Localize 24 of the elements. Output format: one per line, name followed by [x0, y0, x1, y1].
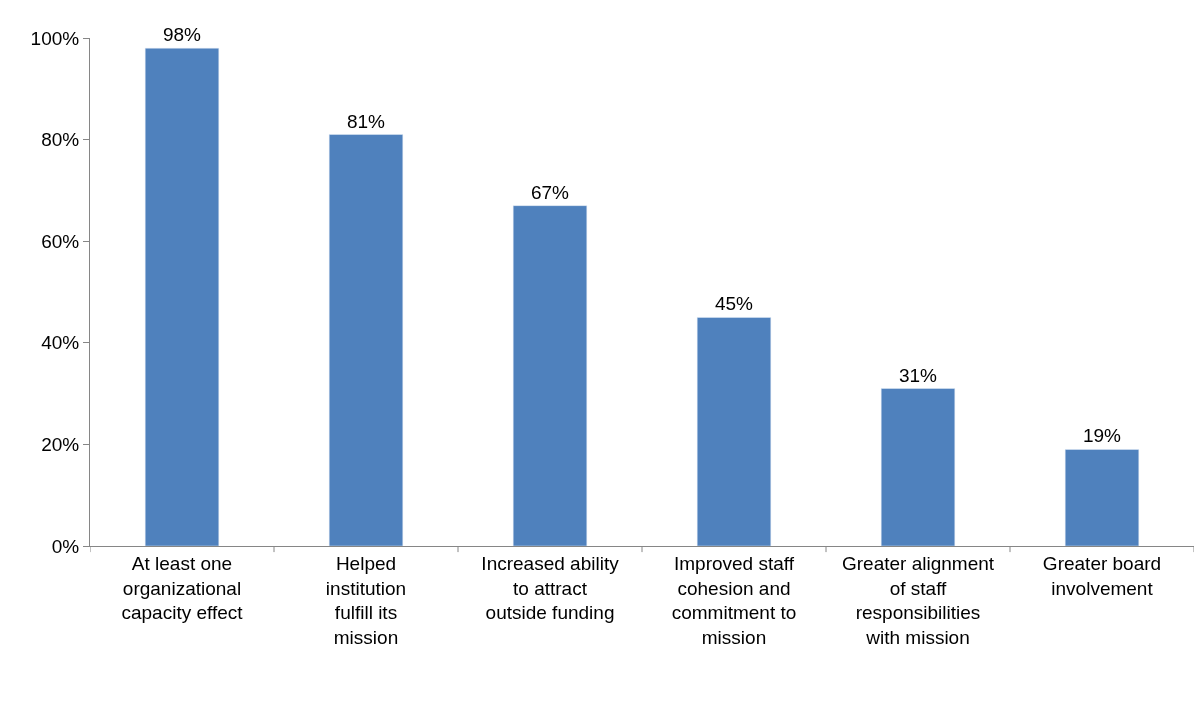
data-label: 45% [714, 293, 754, 315]
data-label: 67% [530, 181, 570, 203]
data-label: 81% [346, 110, 386, 132]
data-label: 98% [162, 24, 202, 46]
x-tick-label: Increased ability to attract outside funding [481, 552, 620, 624]
y-tick-label: 0% [51, 535, 80, 557]
y-tick-label: 20% [41, 434, 80, 456]
x-tick-label: At least one organizational capacity effect [121, 552, 244, 624]
bar [328, 134, 404, 546]
y-tick-label: 40% [41, 332, 80, 354]
bar [880, 388, 956, 546]
y-tick-label: 100% [30, 27, 80, 49]
bar [144, 47, 220, 546]
bar [512, 205, 588, 546]
y-tick-label: 80% [41, 129, 80, 151]
x-tick-label: Greater board involvement [1042, 552, 1162, 599]
data-label: 31% [898, 364, 938, 386]
bar [696, 317, 772, 546]
x-tick-label: Helped institution fulfill its mission [325, 552, 407, 648]
data-label: 19% [1082, 425, 1122, 447]
bar [1064, 449, 1140, 546]
x-tick-label: Greater alignment of staff responsibilities with mission [841, 552, 995, 648]
x-tick-label: Improved staff cohesion and commitment to mission [671, 552, 797, 648]
y-tick-label: 60% [41, 230, 80, 252]
